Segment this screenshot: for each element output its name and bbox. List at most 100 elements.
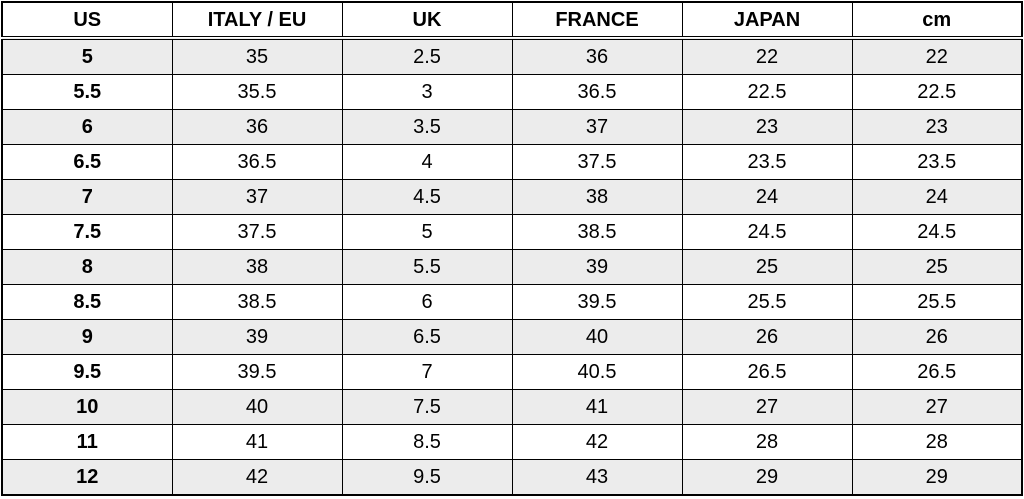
cell-us: 9 [1, 318, 173, 355]
cell-italy-eu: 37 [171, 178, 343, 215]
cell-us: 8 [1, 248, 173, 285]
table-row: 9 39 6.5 40 26 26 [1, 318, 1023, 355]
cell-uk: 6.5 [341, 318, 513, 355]
cell-japan: 26 [681, 318, 853, 355]
cell-cm: 23.5 [851, 144, 1023, 180]
cell-france: 36.5 [511, 74, 683, 111]
cell-cm: 26 [851, 318, 1023, 355]
cell-us: 7 [1, 178, 173, 215]
table-row: 10 40 7.5 41 27 27 [1, 388, 1023, 425]
table-row: 6 36 3.5 37 23 23 [1, 109, 1023, 145]
cell-italy-eu: 41 [171, 423, 343, 460]
cell-uk: 9.5 [341, 458, 513, 496]
cell-us: 10 [1, 388, 173, 425]
cell-uk: 2.5 [341, 37, 513, 76]
cell-uk: 5 [341, 213, 513, 250]
cell-uk: 4 [341, 144, 513, 180]
cell-italy-eu: 38.5 [171, 283, 343, 320]
header-row: US ITALY / EU UK FRANCE JAPAN cm [1, 1, 1023, 40]
header-uk: UK [341, 1, 513, 40]
cell-japan: 27 [681, 388, 853, 425]
cell-italy-eu: 36.5 [171, 144, 343, 180]
table-body: 5 35 2.5 36 22 22 5.5 35.5 3 36.5 22.5 22.5 6 36 3.5 37… [1, 37, 1023, 496]
cell-france: 38.5 [511, 213, 683, 250]
cell-uk: 6 [341, 283, 513, 320]
table-header: US ITALY / EU UK FRANCE JAPAN cm [1, 1, 1023, 40]
cell-italy-eu: 40 [171, 388, 343, 425]
cell-cm: 24.5 [851, 213, 1023, 250]
cell-uk: 8.5 [341, 423, 513, 460]
cell-france: 39.5 [511, 283, 683, 320]
cell-us: 12 [1, 458, 173, 496]
header-france: FRANCE [511, 1, 683, 40]
cell-france: 43 [511, 458, 683, 496]
table-row: 7.5 37.5 5 38.5 24.5 24.5 [1, 213, 1023, 250]
cell-cm: 23 [851, 109, 1023, 145]
cell-uk: 7.5 [341, 388, 513, 425]
cell-cm: 27 [851, 388, 1023, 425]
table-row: 9.5 39.5 7 40.5 26.5 26.5 [1, 353, 1023, 390]
cell-uk: 7 [341, 353, 513, 390]
cell-us: 9.5 [1, 353, 173, 390]
cell-france: 36 [511, 37, 683, 76]
cell-us: 6.5 [1, 144, 173, 180]
cell-uk: 5.5 [341, 248, 513, 285]
table-row: 12 42 9.5 43 29 29 [1, 458, 1023, 496]
cell-cm: 25 [851, 248, 1023, 285]
cell-france: 38 [511, 178, 683, 215]
cell-italy-eu: 42 [171, 458, 343, 496]
cell-france: 40.5 [511, 353, 683, 390]
cell-italy-eu: 38 [171, 248, 343, 285]
header-us: US [1, 1, 173, 40]
cell-us: 8.5 [1, 283, 173, 320]
cell-us: 11 [1, 423, 173, 460]
cell-france: 37 [511, 109, 683, 145]
cell-us: 6 [1, 109, 173, 145]
cell-italy-eu: 36 [171, 109, 343, 145]
table-row: 11 41 8.5 42 28 28 [1, 423, 1023, 460]
cell-cm: 24 [851, 178, 1023, 215]
table-row: 5.5 35.5 3 36.5 22.5 22.5 [1, 74, 1023, 111]
cell-france: 37.5 [511, 144, 683, 180]
cell-italy-eu: 35.5 [171, 74, 343, 111]
cell-japan: 29 [681, 458, 853, 496]
table-row: 6.5 36.5 4 37.5 23.5 23.5 [1, 144, 1023, 180]
cell-cm: 28 [851, 423, 1023, 460]
table-row: 7 37 4.5 38 24 24 [1, 178, 1023, 215]
cell-uk: 3.5 [341, 109, 513, 145]
table-row: 8 38 5.5 39 25 25 [1, 248, 1023, 285]
cell-cm: 26.5 [851, 353, 1023, 390]
cell-cm: 29 [851, 458, 1023, 496]
cell-us: 5 [1, 37, 173, 76]
cell-cm: 25.5 [851, 283, 1023, 320]
cell-japan: 25 [681, 248, 853, 285]
cell-italy-eu: 37.5 [171, 213, 343, 250]
cell-japan: 22.5 [681, 74, 853, 111]
cell-us: 7.5 [1, 213, 173, 250]
table-row: 8.5 38.5 6 39.5 25.5 25.5 [1, 283, 1023, 320]
cell-japan: 24 [681, 178, 853, 215]
cell-cm: 22 [851, 37, 1023, 76]
cell-italy-eu: 39 [171, 318, 343, 355]
cell-france: 42 [511, 423, 683, 460]
table-row: 5 35 2.5 36 22 22 [1, 37, 1023, 76]
cell-france: 39 [511, 248, 683, 285]
header-cm: cm [851, 1, 1023, 40]
cell-japan: 25.5 [681, 283, 853, 320]
cell-uk: 3 [341, 74, 513, 111]
cell-japan: 22 [681, 37, 853, 76]
header-italy-eu: ITALY / EU [171, 1, 343, 40]
cell-japan: 23.5 [681, 144, 853, 180]
header-japan: JAPAN [681, 1, 853, 40]
cell-japan: 24.5 [681, 213, 853, 250]
cell-japan: 23 [681, 109, 853, 145]
cell-italy-eu: 39.5 [171, 353, 343, 390]
cell-italy-eu: 35 [171, 37, 343, 76]
cell-uk: 4.5 [341, 178, 513, 215]
cell-cm: 22.5 [851, 74, 1023, 111]
cell-japan: 26.5 [681, 353, 853, 390]
cell-france: 40 [511, 318, 683, 355]
cell-france: 41 [511, 388, 683, 425]
cell-japan: 28 [681, 423, 853, 460]
